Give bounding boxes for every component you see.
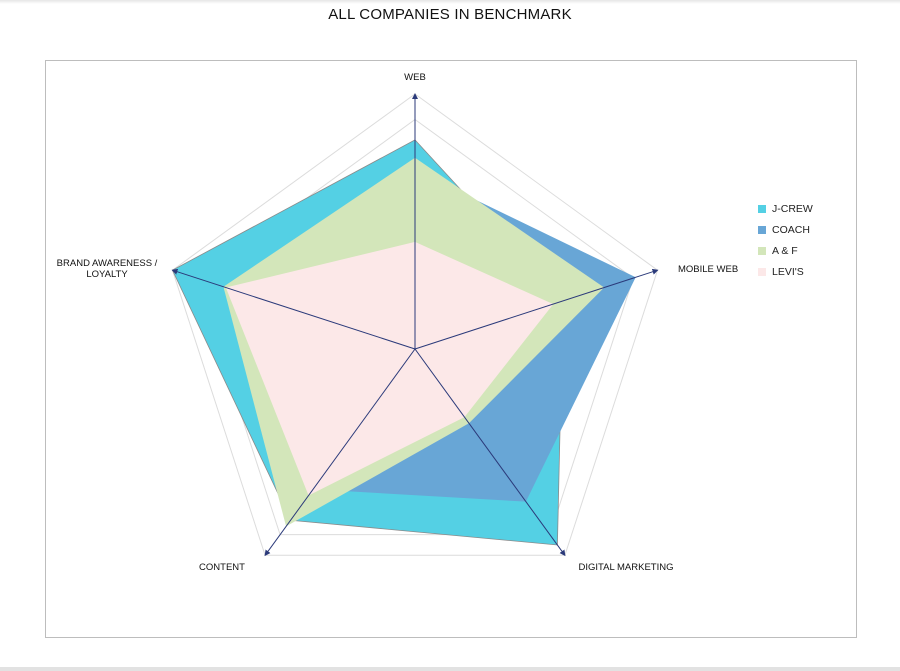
- legend-item: A & F: [758, 240, 813, 261]
- gridline-ring: [171, 93, 659, 556]
- axis-label: BRAND AWARENESS / LOYALTY: [57, 258, 158, 280]
- axis-line: [414, 268, 659, 350]
- axis-label: WEB: [404, 72, 426, 83]
- legend: J-CREW COACH A & F LEVI'S: [758, 198, 813, 282]
- chart-frame: [45, 60, 857, 638]
- legend-swatch: [758, 246, 766, 255]
- legend-item: COACH: [758, 219, 813, 240]
- legend-label: LEVI'S: [772, 265, 804, 278]
- axis-line: [264, 348, 416, 557]
- bottom-bar: [0, 667, 900, 671]
- legend-item: J-CREW: [758, 198, 813, 219]
- axis-label: DIGITAL MARKETING: [578, 562, 673, 573]
- axis-line: [414, 348, 566, 557]
- axis-label: CONTENT: [199, 562, 245, 573]
- legend-swatch: [758, 225, 766, 234]
- legend-swatch: [758, 204, 766, 213]
- series-area-levi-s: [225, 241, 554, 496]
- legend-item: LEVI'S: [758, 261, 813, 282]
- legend-label: J-CREW: [772, 202, 813, 215]
- axis-line: [171, 268, 416, 350]
- legend-swatch: [758, 267, 766, 276]
- chart-title: ALL COMPANIES IN BENCHMARK: [328, 6, 572, 23]
- top-bar: [0, 0, 900, 4]
- legend-label: A & F: [772, 244, 798, 257]
- axis-label: MOBILE WEB: [678, 264, 738, 275]
- legend-label: COACH: [772, 223, 810, 236]
